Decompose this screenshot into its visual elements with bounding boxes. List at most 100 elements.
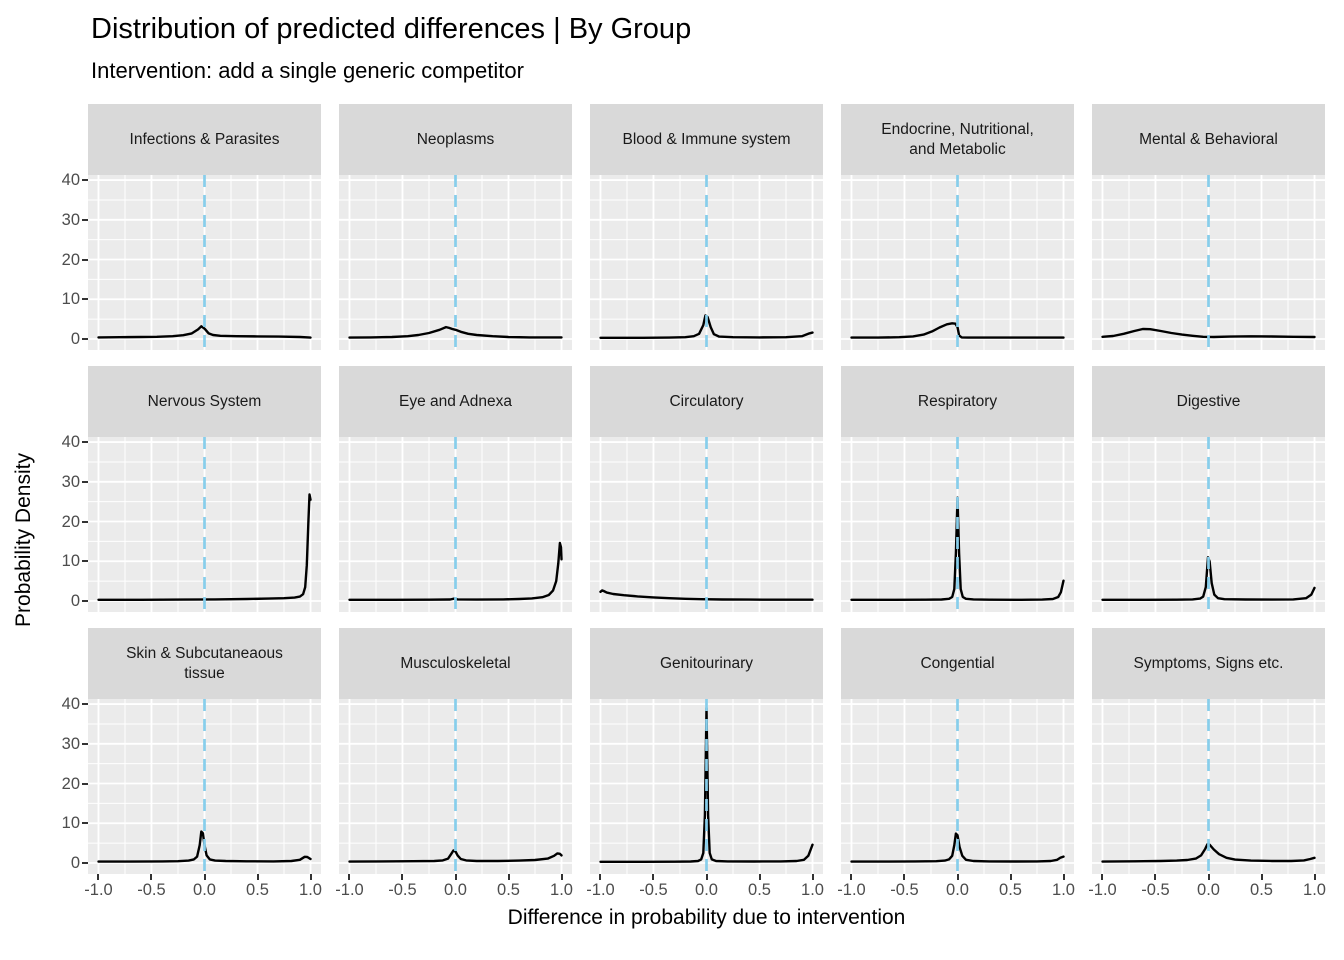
density-panel [841, 437, 1074, 612]
y-tick-mark [82, 861, 88, 864]
y-tick-mark [82, 179, 88, 182]
density-panel [339, 175, 572, 350]
x-tick-label: -0.5 [639, 881, 668, 899]
facet-respiratory: Respiratory [841, 366, 1074, 612]
facet-mental-behavioral: Mental & Behavioral [1092, 104, 1325, 350]
x-tick-mark [850, 874, 853, 880]
x-tick-mark [599, 874, 602, 880]
facet-strip: Neoplasms [339, 104, 572, 175]
y-tick-label: 40 [61, 695, 80, 714]
density-curve [97, 493, 312, 601]
x-tick-label: 0.0 [1197, 881, 1220, 899]
y-tick-mark [82, 218, 88, 221]
x-tick-label: 0.0 [444, 881, 467, 899]
density-panel [1092, 437, 1325, 612]
chart-title: Distribution of predicted differences | … [91, 13, 692, 45]
facet-strip: Skin & Subcutaneaous tissue [88, 628, 321, 699]
facet-infections-parasites: Infections & Parasites 0 10 20 30 40 [62, 104, 321, 350]
y-tick-label: 30 [61, 734, 80, 753]
density-curve [850, 322, 1065, 339]
facet-strip: Symptoms, Signs etc. [1092, 628, 1325, 699]
x-tick-label: -1.0 [1088, 881, 1117, 899]
y-tick-label: 0 [70, 853, 80, 872]
y-tick-mark [82, 441, 88, 444]
facet-circulatory: Circulatory [590, 366, 823, 612]
x-tick-label: -1.0 [84, 881, 113, 899]
y-tick-mark [82, 782, 88, 785]
y-tick-label: 30 [61, 472, 80, 491]
density-curve [1101, 556, 1316, 601]
y-tick-label: 10 [61, 814, 80, 833]
y-tick-mark [82, 480, 88, 483]
facet-strip-label: Nervous System [147, 392, 262, 410]
facet-strip-label: Eye and Adnexa [399, 392, 512, 410]
facet-strip-label: Digestive [1176, 392, 1241, 410]
y-tick-label: 20 [61, 512, 80, 531]
x-tick-label: 1.0 [1303, 881, 1326, 899]
facet-neoplasms: Neoplasms [339, 104, 572, 350]
y-tick-mark [82, 742, 88, 745]
facet-congential: Congential -1.0 -0.5 0.0 0.5 1.0 [837, 628, 1075, 899]
density-panel [841, 175, 1074, 350]
y-tick-label: 20 [61, 774, 80, 793]
x-tick-label: 1.0 [299, 881, 322, 899]
facet-strip: Nervous System [88, 366, 321, 437]
facet-eye-and-adnexa: Eye and Adnexa [339, 366, 572, 612]
facet-strip: Eye and Adnexa [339, 366, 572, 437]
x-tick-label: 1.0 [1052, 881, 1075, 899]
x-tick-mark [401, 874, 404, 880]
facet-strip-label: Skin & Subcutaneaous tissue [126, 645, 283, 682]
density-panel [88, 699, 321, 874]
facet-strip-label: Infections & Parasites [129, 130, 280, 148]
x-tick-label: 0.5 [1250, 881, 1273, 899]
x-tick-mark [1154, 874, 1157, 880]
density-panel [1092, 175, 1325, 350]
x-axis-title: Difference in probability due to interve… [507, 906, 906, 929]
y-axis-title: Probability Density [12, 453, 35, 627]
x-tick-mark [203, 874, 206, 880]
x-tick-label: -1.0 [837, 881, 866, 899]
facet-blood-immune-system: Blood & Immune system [590, 104, 823, 350]
facet-genitourinary: Genitourinary -1.0 -0.5 0.0 0.5 1.0 [586, 628, 824, 899]
x-tick-label: 0.5 [497, 881, 520, 899]
x-tick-mark [903, 874, 906, 880]
density-panel [88, 437, 321, 612]
chart-subtitle: Intervention: add a single generic compe… [91, 58, 524, 83]
x-tick-label: 1.0 [550, 881, 573, 899]
x-tick-mark [1062, 874, 1065, 880]
facet-grid: Infections & Parasites 0 10 20 30 40 Neoplasms… [62, 104, 1326, 899]
x-tick-mark [811, 874, 814, 880]
y-tick-mark [82, 337, 88, 340]
facet-strip-label: Congential [920, 654, 995, 672]
density-curve [850, 496, 1065, 601]
y-tick-mark [82, 298, 88, 301]
facet-strip-label: Respiratory [917, 392, 998, 410]
density-curve [348, 541, 563, 601]
facet-strip-label: Musculoskeletal [400, 654, 511, 672]
density-panel [841, 699, 1074, 874]
facet-strip-label: Endocrine, Nutritional, and Metabolic [881, 121, 1034, 158]
x-tick-mark [256, 874, 259, 880]
y-tick-mark [82, 703, 88, 706]
x-tick-mark [150, 874, 153, 880]
facet-strip: Genitourinary [590, 628, 823, 699]
facet-digestive: Digestive [1092, 366, 1325, 612]
density-panel [590, 699, 823, 874]
density-curve [599, 589, 814, 601]
facet-symptoms-signs-etc: Symptoms, Signs etc. -1.0 -0.5 0.0 0.5 1.0 [1088, 628, 1326, 899]
facet-strip-label: Neoplasms [416, 130, 495, 148]
y-tick-label: 10 [61, 290, 80, 309]
x-tick-label: 0.0 [695, 881, 718, 899]
x-tick-mark [560, 874, 563, 880]
facet-strip: Congential [841, 628, 1074, 699]
x-tick-mark [1260, 874, 1263, 880]
y-tick-label: 10 [61, 552, 80, 571]
facet-strip: Musculoskeletal [339, 628, 572, 699]
x-tick-mark [507, 874, 510, 880]
x-tick-label: -0.5 [890, 881, 919, 899]
density-panel [590, 175, 823, 350]
facet-strip-label: Symptoms, Signs etc. [1133, 654, 1284, 672]
density-panel [339, 437, 572, 612]
facet-strip-label: Blood & Immune system [622, 130, 791, 148]
x-tick-mark [1101, 874, 1104, 880]
